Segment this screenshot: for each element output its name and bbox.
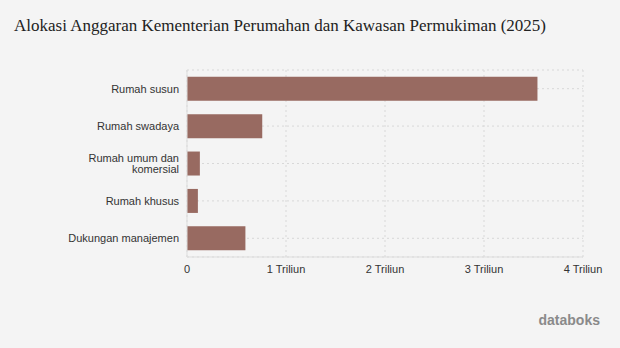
html-text:Alokasi Anggaran Kementerian P: Alokasi Anggaran Kementerian Perumahan d… bbox=[14, 16, 546, 35]
html-text:databoks: databoks bbox=[538, 312, 600, 328]
svg-text:1 Triliun: 1 Triliun bbox=[267, 263, 306, 275]
svg-text:Rumah swadaya: Rumah swadaya bbox=[97, 120, 180, 132]
svg-text:0: 0 bbox=[184, 263, 190, 275]
svg-text:3 Triliun: 3 Triliun bbox=[465, 263, 504, 275]
svg-text:Rumah khusus: Rumah khusus bbox=[106, 195, 180, 207]
svg-text:Dukungan manajemen: Dukungan manajemen bbox=[68, 232, 179, 244]
svg-text:4 Triliun: 4 Triliun bbox=[564, 263, 603, 275]
svg-text:Rumah umum dankomersial: Rumah umum dankomersial bbox=[89, 152, 180, 175]
svg-text:Rumah susun: Rumah susun bbox=[111, 83, 179, 95]
svg-text:2 Triliun: 2 Triliun bbox=[366, 263, 405, 275]
